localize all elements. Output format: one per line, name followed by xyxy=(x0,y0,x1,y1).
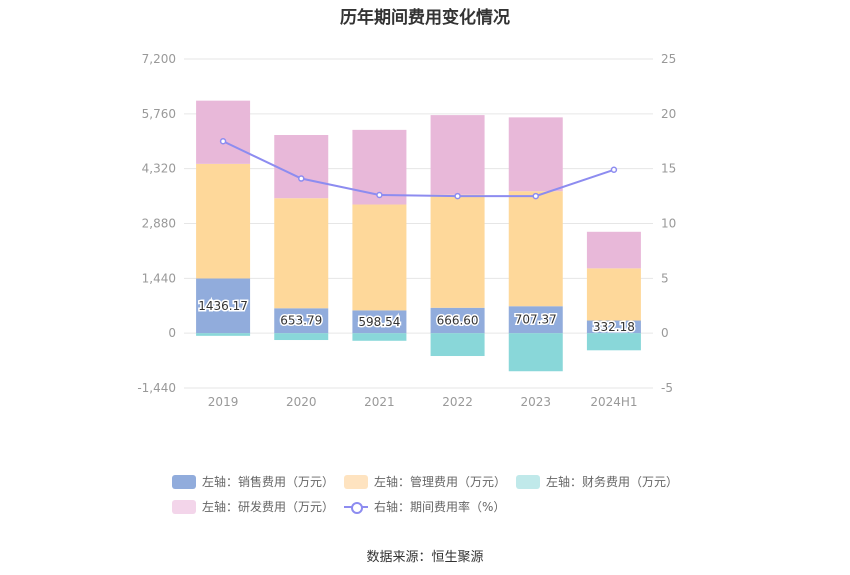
bar-segment-sales xyxy=(586,320,641,334)
right-axis-tick-label: 10 xyxy=(661,217,676,231)
legend-label: 右轴：期间费用率（%） xyxy=(374,500,506,514)
expense-ratio-point xyxy=(610,166,618,174)
legend-item-rnd[interactable]: 左轴：研发费用（万元） xyxy=(172,498,334,515)
data-label: 653.79 xyxy=(280,314,322,328)
right-axis-tick-label: 5 xyxy=(661,271,669,285)
legend-label: 左轴：财务费用（万元） xyxy=(546,475,679,489)
data-label: 332.18 xyxy=(593,320,635,334)
bar-segment-rnd xyxy=(586,231,641,269)
expense-ratio-point xyxy=(298,175,305,182)
left-axis-tick-label: 7,200 xyxy=(142,52,176,66)
bar-segment-rnd xyxy=(508,117,563,192)
right-axis-tick-label: 15 xyxy=(661,162,676,176)
legend-item-sales[interactable]: 左轴：销售费用（万元） xyxy=(172,473,334,490)
expense-ratio-point xyxy=(376,191,383,199)
line-layer xyxy=(219,138,618,200)
x-axis-tick-label: 2023 xyxy=(520,395,551,409)
expense-ratio-point xyxy=(454,192,461,200)
left-axis-tick-label: 2,880 xyxy=(142,217,176,231)
left-axis-tick-label: 0 xyxy=(168,326,176,340)
bar-segment-rnd xyxy=(274,135,329,199)
left-axis-tick-label: 5,760 xyxy=(142,107,176,121)
expense-ratio-point xyxy=(219,138,227,145)
x-axis-tick-label: 2020 xyxy=(286,395,317,409)
legend-swatch xyxy=(172,474,196,489)
source-note: 数据来源：恒生聚源 xyxy=(366,550,484,565)
bar-segment-finance xyxy=(196,333,251,336)
bar-segment-admin xyxy=(196,163,251,279)
right-axis-tick-label: -5 xyxy=(661,381,673,395)
bar-layer xyxy=(196,100,641,372)
bar-segment-rnd xyxy=(196,100,251,164)
bar-segment-sales xyxy=(508,306,563,334)
bar-segment-finance xyxy=(352,333,407,341)
legend-swatch xyxy=(516,474,540,489)
bar-segment-sales xyxy=(430,307,485,334)
right-axis-tick-label: 20 xyxy=(661,107,676,121)
x-axis-tick-label: 2024H1 xyxy=(590,395,637,409)
bar-segment-rnd xyxy=(430,115,485,195)
left-axis-tick-label: 4,320 xyxy=(142,162,176,176)
legend-item-expense-ratio[interactable]: 右轴：期间费用率（%） xyxy=(344,498,505,515)
expense-ratio-point xyxy=(532,192,539,200)
x-axis-tick-label: 2021 xyxy=(364,395,395,409)
legend-item-admin[interactable]: 左轴：管理费用（万元） xyxy=(344,473,506,490)
x-axis-tick-label: 2022 xyxy=(442,395,473,409)
right-axis-tick-label: 25 xyxy=(661,52,676,66)
bar-segment-admin xyxy=(352,204,407,311)
chart-title: 历年期间费用变化情况 xyxy=(340,8,510,28)
left-axis-tick-label: -1,440 xyxy=(137,381,176,395)
bar-segment-finance xyxy=(430,333,485,357)
bar-segment-finance xyxy=(508,333,563,372)
axis-layer: -1,440 -5 0 0 1,440 5 2,880 10 4,320 15 5,760 20 7,2… xyxy=(137,52,676,409)
legend-label: 左轴：管理费用（万元） xyxy=(374,475,507,489)
legend-label: 左轴：研发费用（万元） xyxy=(202,500,335,514)
label-layer: 1436.17 653.79 598.54 666.60 707.37 332.18 xyxy=(197,297,637,335)
expense-ratio-line xyxy=(222,140,615,198)
bar-segment-sales xyxy=(196,278,251,334)
bar-segment-sales xyxy=(352,310,407,334)
data-label: 707.37 xyxy=(515,313,557,327)
legend-swatch xyxy=(172,499,196,514)
data-label: 1436.17 xyxy=(198,299,248,313)
bar-segment-admin xyxy=(508,191,563,307)
legend-swatch xyxy=(344,474,368,489)
grid-layer xyxy=(184,58,653,389)
bar-segment-sales xyxy=(274,308,329,334)
x-axis-tick-label: 2019 xyxy=(208,395,239,409)
line-marker-icon xyxy=(344,500,368,514)
right-axis-tick-label: 0 xyxy=(661,326,669,340)
data-label: 666.60 xyxy=(437,313,479,327)
bar-segment-admin xyxy=(430,194,485,308)
left-axis-tick-label: 1,440 xyxy=(142,271,176,285)
data-label: 598.54 xyxy=(358,315,400,329)
bar-segment-finance xyxy=(586,333,641,351)
bar-segment-finance xyxy=(274,333,329,341)
legend-item-finance[interactable]: 左轴：财务费用（万元） xyxy=(516,473,678,490)
bar-segment-admin xyxy=(274,198,329,309)
legend-label: 左轴：销售费用（万元） xyxy=(202,475,335,489)
bar-segment-admin xyxy=(586,268,641,321)
